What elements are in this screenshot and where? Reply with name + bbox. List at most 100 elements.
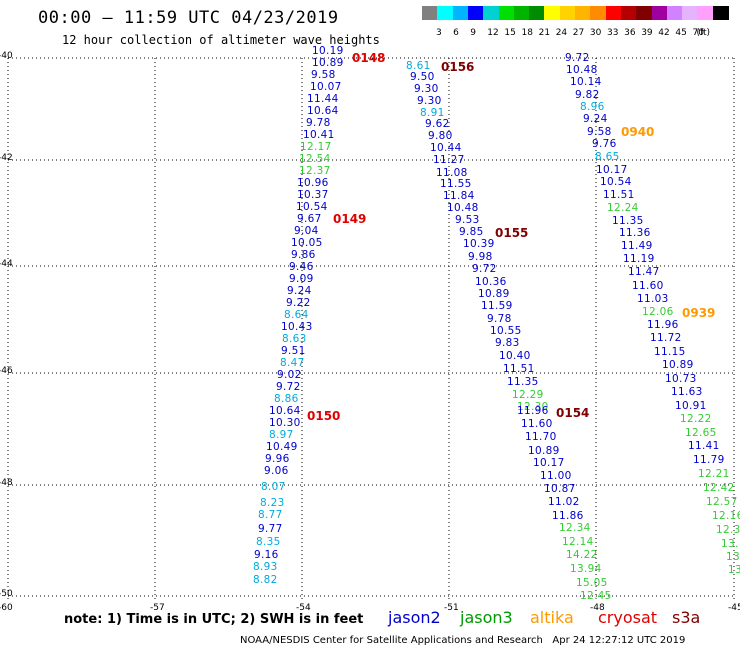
legend-swatch — [651, 6, 668, 20]
wave-height-value: 9.78 — [487, 313, 512, 325]
wave-height-value: 10.17 — [533, 457, 565, 469]
wave-height-value: 12.42 — [703, 482, 735, 494]
wave-height-value: 10.36 — [475, 276, 507, 288]
wave-height-value: 8.47 — [280, 357, 305, 369]
wave-height-value: 11.08 — [436, 167, 468, 179]
wave-height-value: 8.63 — [282, 333, 307, 345]
wave-height-value: 9.77 — [258, 523, 283, 535]
legend-swatch — [605, 6, 622, 20]
pass-time-label: 0156 — [441, 60, 475, 74]
wave-height-value: 8.23 — [260, 497, 285, 509]
wave-height-value: 12.06 — [642, 306, 674, 318]
wave-height-value: 9.30 — [414, 83, 439, 95]
wave-height-value: 11.15 — [654, 346, 686, 358]
wave-height-value: 9.72 — [472, 263, 497, 275]
wave-height-value: 11.51 — [503, 363, 535, 375]
pass-time-label: 0148 — [352, 51, 386, 65]
legend-label: 70 — [692, 28, 704, 38]
wave-height-value: 11.35 — [612, 215, 644, 227]
wave-height-value: 11.55 — [440, 178, 472, 190]
wave-height-value: 13.94 — [570, 563, 602, 575]
wave-height-value: 10.48 — [566, 64, 598, 76]
wave-height-value: 10.44 — [430, 142, 462, 154]
legend-label: 36 — [624, 28, 636, 38]
pass-time-label: 0940 — [621, 125, 655, 139]
wave-height-value: 11.60 — [632, 280, 664, 292]
legend-label: 27 — [572, 28, 585, 38]
wave-height-value: 10.43 — [281, 321, 313, 333]
satellite-jason3: jason3 — [460, 608, 513, 627]
wave-height-value: 9.58 — [311, 69, 336, 81]
wave-height-value: 12.54 — [299, 153, 331, 165]
wave-height-value: 9.16 — [254, 549, 279, 561]
wave-height-value: 10.89 — [478, 288, 510, 300]
wave-height-value: 10.89 — [528, 445, 560, 457]
wave-height-value: 9.06 — [264, 465, 289, 477]
lon-label: -54 — [296, 603, 311, 613]
wave-height-value: 12.17 — [300, 141, 332, 153]
wave-height-value: 9.02 — [277, 369, 302, 381]
wave-height-value: 10.17 — [596, 164, 628, 176]
wave-height-value: 11.84 — [443, 190, 475, 202]
wave-height-value: 11.96 — [517, 405, 549, 417]
page-title: 00:00 – 11:59 UTC 04/23/2019 — [38, 8, 339, 28]
wave-height-value: 10.89 — [312, 57, 344, 69]
legend-swatch — [590, 6, 607, 20]
wave-height-value: 11.36 — [619, 227, 651, 239]
legend-swatch — [422, 6, 438, 20]
wave-height-value: 11.02 — [548, 496, 580, 508]
lat-label: -42 — [0, 153, 13, 163]
legend-swatch — [682, 6, 699, 20]
wave-height-value: 11.86 — [552, 510, 584, 522]
legend-swatch — [620, 6, 637, 20]
wave-height-value: 11.96 — [647, 319, 679, 331]
legend-label: 30 — [589, 28, 602, 38]
wave-height-value: 11.03 — [637, 293, 669, 305]
credit-text: NOAA/NESDIS Center for Satellite Applica… — [240, 635, 543, 646]
wave-height-value: 9.72 — [565, 52, 590, 64]
wave-height-value: 11.79 — [693, 454, 725, 466]
wave-height-value: 10.96 — [297, 177, 329, 189]
wave-height-value: 8.97 — [269, 429, 294, 441]
wave-height-value: 9.83 — [495, 337, 520, 349]
wave-height-value: 10.49 — [266, 441, 298, 453]
lon-label: -60 — [0, 603, 13, 613]
pass-time-label: 0155 — [495, 226, 529, 240]
wave-height-value: 9.98 — [468, 251, 493, 263]
legend-label: 15 — [504, 28, 516, 38]
wave-height-value: 10.87 — [544, 483, 576, 495]
wave-height-value: 9.50 — [410, 71, 435, 83]
wave-height-value: 9.67 — [297, 213, 322, 225]
wave-height-value: 10.40 — [499, 350, 531, 362]
wave-height-value: 8.86 — [274, 393, 299, 405]
wave-height-value: 11.59 — [481, 300, 513, 312]
wave-height-value: 12.16 — [712, 510, 740, 522]
legend-label: 42 — [658, 28, 670, 38]
wave-height-value: 13 — [728, 564, 740, 576]
wave-height-value: 9.96 — [265, 453, 290, 465]
wave-height-value: 10.41 — [303, 129, 335, 141]
legend-swatch — [697, 6, 714, 20]
wave-height-value: 10.39 — [463, 238, 495, 250]
legend-swatch — [437, 6, 454, 20]
wave-height-value: 11.19 — [623, 253, 655, 265]
legend-label: 3 — [436, 28, 442, 38]
wave-height-value: 10.64 — [307, 105, 339, 117]
lon-label: -57 — [150, 603, 165, 613]
legend-swatch — [544, 6, 561, 20]
wave-height-value: 9.30 — [417, 95, 442, 107]
legend-label: 33 — [607, 28, 619, 38]
pass-time-label: 0154 — [556, 406, 590, 420]
wave-height-value: 8.35 — [256, 536, 281, 548]
lat-label: -46 — [0, 366, 13, 376]
legend-swatch — [498, 6, 515, 20]
wave-height-value: 9.53 — [455, 214, 480, 226]
wave-height-value: 12.57 — [706, 496, 738, 508]
legend-label: 21 — [538, 28, 551, 38]
footer-note: note: 1) Time is in UTC; 2) SWH is in fe… — [64, 612, 364, 627]
wave-height-value: 10.73 — [665, 373, 697, 385]
legend-swatch — [575, 6, 591, 20]
wave-height-value: 9.58 — [587, 126, 612, 138]
